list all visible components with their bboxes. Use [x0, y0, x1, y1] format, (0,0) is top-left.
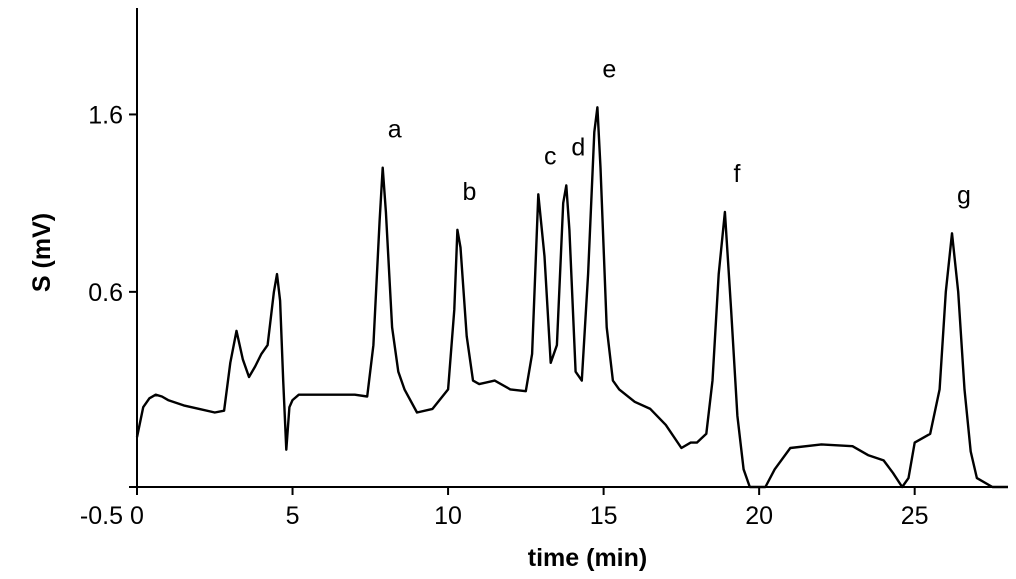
- y-ticks: -0.5 0.6 1.6: [80, 101, 137, 530]
- x-tick-label: 25: [901, 502, 929, 530]
- x-tick-label: 0: [130, 502, 144, 530]
- x-tick-label: 5: [286, 502, 300, 530]
- axes: [136, 8, 1008, 488]
- peak-label-e: e: [602, 55, 616, 83]
- peak-label-d: d: [571, 133, 585, 161]
- y-axis-title: S (mV): [28, 213, 56, 292]
- peak-label-f: f: [733, 160, 740, 188]
- peak-label-c: c: [544, 142, 557, 170]
- chromatogram-line: [135, 106, 1008, 489]
- x-tick-label: 10: [434, 502, 462, 530]
- peak-label-a: a: [388, 116, 402, 144]
- x-axis-title: time (min): [528, 544, 647, 572]
- y-tick-label: -0.5: [80, 502, 123, 530]
- peak-labels: a b c d e f g: [388, 55, 971, 209]
- y-tick-label: 0.6: [88, 279, 123, 307]
- peak-label-b: b: [462, 178, 476, 206]
- x-ticks: 0 5 10 15 20 25: [130, 487, 929, 530]
- x-tick-label: 15: [590, 502, 618, 530]
- peak-label-g: g: [957, 181, 971, 209]
- y-tick-label: 1.6: [88, 101, 123, 129]
- x-tick-label: 20: [745, 502, 773, 530]
